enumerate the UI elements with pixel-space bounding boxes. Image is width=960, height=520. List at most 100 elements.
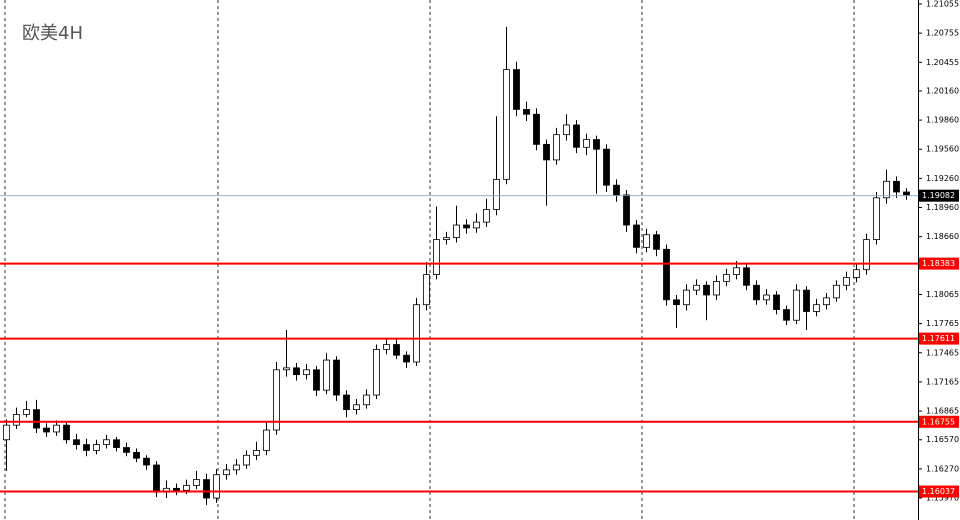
candle-body	[53, 424, 60, 433]
candle-body	[663, 248, 670, 301]
candle-body	[873, 197, 880, 240]
candle-body	[773, 294, 780, 310]
candle-body	[823, 297, 830, 306]
level-label: 1.18383	[922, 259, 955, 268]
candle-body	[3, 424, 10, 441]
candle-body	[93, 444, 100, 451]
candle-body	[263, 429, 270, 451]
candle-body	[633, 224, 640, 248]
y-tick-label: 1.15970	[926, 494, 959, 503]
candle-body	[373, 348, 380, 396]
y-tick-label: 1.18065	[926, 290, 959, 299]
current-price-label: 1.19082	[922, 191, 955, 200]
candle-body	[103, 439, 110, 446]
y-tick-label: 1.20160	[926, 86, 959, 95]
candle-body	[523, 109, 530, 115]
candle-body	[383, 344, 390, 350]
candle-body	[553, 134, 560, 161]
candle-body	[363, 394, 370, 406]
candle-body	[893, 180, 900, 193]
candle-body	[673, 299, 680, 306]
y-tick-label: 1.20455	[926, 58, 959, 67]
candle-body	[603, 148, 610, 186]
candle-body	[13, 414, 20, 426]
candle-body	[283, 367, 290, 371]
candle-body	[543, 143, 550, 161]
candle-body	[183, 485, 190, 491]
candle-body	[323, 359, 330, 391]
candle-body	[223, 469, 230, 476]
level-box	[919, 257, 959, 270]
candle-body	[563, 124, 570, 136]
y-tick-label: 1.17765	[926, 319, 959, 328]
candle-body	[813, 304, 820, 312]
y-tick-label: 1.19260	[926, 174, 959, 183]
candle-body	[403, 354, 410, 363]
y-tick-label: 1.18660	[926, 232, 959, 241]
candle-body	[133, 451, 140, 459]
candle-body	[173, 487, 180, 491]
candle-body	[763, 294, 770, 301]
level-box	[919, 485, 959, 498]
y-tick-label: 1.17165	[926, 377, 959, 386]
candle-body	[143, 457, 150, 466]
candle-body	[73, 439, 80, 446]
candle-body	[723, 274, 730, 282]
candle-body	[493, 178, 500, 210]
candle-body	[273, 369, 280, 431]
candle-body	[213, 474, 220, 499]
candle-body	[433, 239, 440, 275]
candle-body	[243, 454, 250, 466]
candle-body	[583, 139, 590, 148]
candle-body	[33, 409, 40, 429]
candle-body	[423, 274, 430, 306]
candle-body	[863, 239, 870, 271]
candle-body	[503, 69, 510, 180]
candle-body	[753, 284, 760, 301]
candle-body	[233, 464, 240, 471]
candle-body	[513, 69, 520, 110]
candle-body	[623, 194, 630, 226]
candle-body	[683, 289, 690, 306]
candle-body	[573, 124, 580, 148]
candle-body	[63, 424, 70, 441]
candle-body	[883, 180, 890, 199]
candle-body	[303, 369, 310, 376]
candle-body	[83, 444, 90, 451]
candle-body	[293, 367, 300, 376]
candle-body	[313, 369, 320, 391]
candle-body	[413, 304, 420, 363]
candle-body	[643, 234, 650, 248]
level-label: 1.16037	[922, 487, 955, 496]
candle-body	[463, 224, 470, 229]
candle-body	[853, 269, 860, 278]
level-box	[919, 332, 959, 345]
candle-body	[333, 359, 340, 396]
candle-body	[343, 394, 350, 411]
current-price-box	[919, 189, 959, 202]
candle-body	[703, 284, 710, 296]
candle-body	[23, 409, 30, 415]
y-tick-label: 1.21055	[926, 0, 959, 8]
candle-body	[843, 277, 850, 286]
candle-body	[613, 184, 620, 196]
y-tick-label: 1.19860	[926, 116, 959, 125]
y-tick-label: 1.17465	[926, 348, 959, 357]
candle-body	[393, 344, 400, 356]
chart-title: 欧美4H	[22, 23, 83, 44]
candle-body	[713, 280, 720, 296]
y-tick-label: 1.19560	[926, 145, 959, 154]
candle-body	[473, 221, 480, 229]
y-tick-label: 1.20755	[926, 29, 959, 38]
candle-body	[783, 309, 790, 321]
level-label: 1.16755	[922, 417, 955, 426]
candle-body	[113, 439, 120, 448]
candle-body	[193, 479, 200, 486]
candle-body	[253, 450, 260, 456]
candle-body	[453, 224, 460, 239]
candle-body	[483, 209, 490, 223]
candle-body	[793, 289, 800, 321]
y-tick-label: 1.18960	[926, 203, 959, 212]
